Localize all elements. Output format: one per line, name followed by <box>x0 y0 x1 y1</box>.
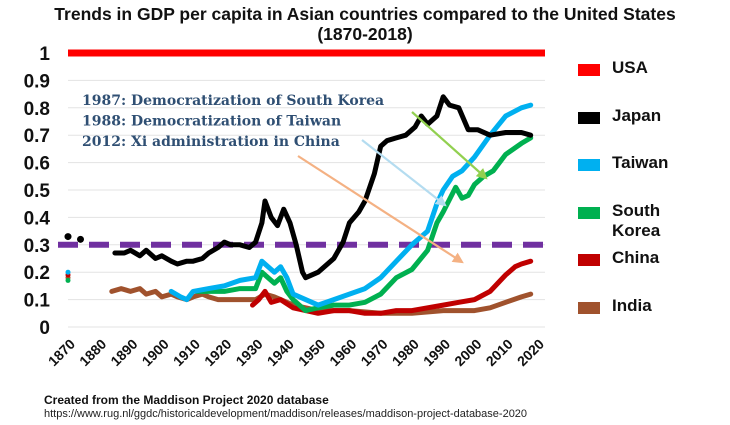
annotation-arrow <box>297 155 464 264</box>
x-tick-label: 1960 <box>326 336 359 369</box>
annotation-arrow <box>411 111 488 180</box>
legend-swatch <box>578 159 600 171</box>
x-tick-label: 1900 <box>139 336 172 369</box>
legend-swatch <box>578 64 600 76</box>
x-tick-label: 1890 <box>107 336 140 369</box>
series-line-china <box>250 258 534 316</box>
y-tick-label: 0.8 <box>24 99 50 120</box>
y-tick-label: 0.2 <box>24 263 50 284</box>
data-dot <box>77 235 85 243</box>
annotation-text: 1987: Democratization of South Korea <box>82 93 384 109</box>
y-tick-label: 0.3 <box>24 236 50 257</box>
y-tick-label: 0.9 <box>24 71 50 92</box>
y-tick-label: 0.5 <box>24 181 51 202</box>
legend-label: USA <box>612 58 648 77</box>
x-tick-label: 1980 <box>389 336 422 369</box>
x-tick-label: 1950 <box>295 336 328 369</box>
x-tick-label: 1870 <box>45 336 78 369</box>
annotation-arrow <box>361 139 447 207</box>
annotation-text: 2012: Xi administration in China <box>82 134 340 150</box>
data-dot <box>64 233 72 241</box>
legend-swatch <box>578 206 600 219</box>
data-dot <box>65 277 71 283</box>
y-tick-label: 0 <box>39 318 50 339</box>
x-tick-label: 1880 <box>76 336 109 369</box>
legend-label: Japan <box>612 105 662 125</box>
legend-label: India <box>612 295 652 315</box>
y-tick-label: 0.7 <box>24 126 50 147</box>
legend-label: Taiwan <box>612 153 669 172</box>
annotation-text: 1988: Democratization of Taiwan <box>82 114 341 130</box>
x-tick-label: 1970 <box>357 336 390 369</box>
legend-label: South Korea <box>612 200 661 240</box>
x-tick-label: 2010 <box>483 336 516 369</box>
series-line-india <box>109 286 534 316</box>
data-dot <box>65 269 71 275</box>
legend-swatch <box>578 301 600 314</box>
y-tick-label: 1 <box>39 44 50 65</box>
x-tick-label: 1930 <box>232 336 265 369</box>
source-note: Created from the Maddison Project 2020 d… <box>44 393 329 407</box>
y-tick-label: 0.1 <box>24 291 51 312</box>
legend-swatch <box>578 111 600 124</box>
series-line-taiwan <box>168 102 534 308</box>
chart-subtitle: (1870-2018) <box>317 24 413 44</box>
x-tick-label: 1920 <box>201 336 234 369</box>
legend-label: China <box>612 248 660 267</box>
source-url: https://www.rug.nl/ggdc/historicaldevelo… <box>44 408 528 420</box>
y-tick-label: 0.6 <box>24 154 50 175</box>
series-line-japan <box>112 94 534 281</box>
legend-swatch <box>578 254 600 266</box>
chart-title: Trends in GDP per capita in Asian countr… <box>0 4 730 44</box>
x-tick-label: 2000 <box>451 336 484 369</box>
x-tick-label: 1990 <box>420 336 453 369</box>
x-tick-label: 2020 <box>514 336 547 369</box>
x-tick-label: 1910 <box>170 336 203 369</box>
y-tick-label: 0.4 <box>24 208 51 229</box>
series-line-south-korea <box>193 135 534 314</box>
chart-title-main: Trends in GDP per capita in Asian countr… <box>54 4 676 24</box>
x-tick-label: 1940 <box>264 336 297 369</box>
